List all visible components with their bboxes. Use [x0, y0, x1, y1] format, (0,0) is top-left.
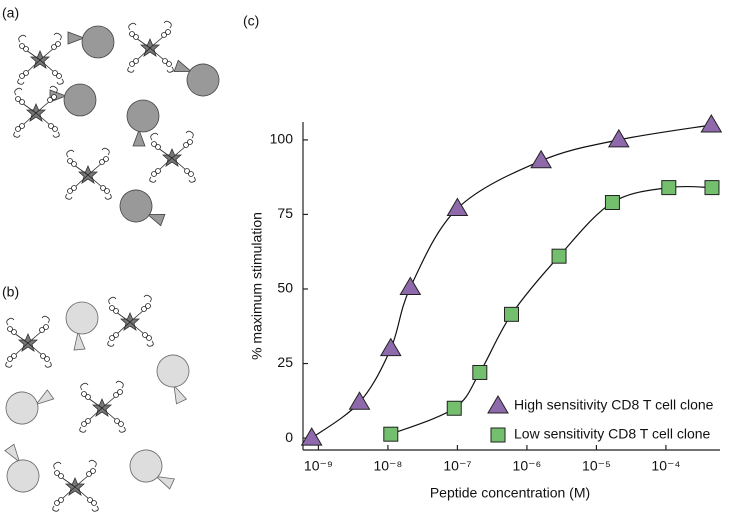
triangle-marker — [300, 427, 323, 446]
x-tick-label: 10⁻⁵ — [582, 458, 611, 474]
square-marker — [504, 306, 519, 322]
y-tick-label: 75 — [277, 205, 293, 221]
panel-label: (c) — [243, 13, 259, 29]
panel-label: (b) — [2, 284, 19, 300]
square-marker — [704, 180, 720, 196]
triangle-marker — [700, 113, 723, 133]
x-axis-label: Peptide concentration (M) — [430, 485, 590, 501]
square-marker — [472, 364, 488, 380]
legend-label: Low sensitivity CD8 T cell clone — [514, 426, 711, 442]
triangle-marker — [348, 391, 371, 410]
y-tick-label: 25 — [277, 354, 293, 370]
legend-marker — [487, 395, 509, 414]
illustration-b — [0, 294, 200, 512]
y-axis-label: % maximum stimulation — [249, 212, 265, 360]
square-marker — [383, 426, 399, 442]
x-tick-label: 10⁻⁸ — [373, 458, 402, 474]
fit-curve — [311, 124, 712, 439]
triangle-marker — [379, 337, 402, 357]
triangle-marker — [607, 128, 630, 148]
square-marker — [551, 248, 567, 264]
x-tick-label: 10⁻⁹ — [304, 458, 333, 474]
square-marker — [604, 195, 620, 211]
square-marker — [661, 180, 677, 196]
x-tick-label: 10⁻⁷ — [443, 458, 471, 474]
y-tick-label: 50 — [277, 280, 293, 296]
legend-marker — [490, 427, 506, 443]
illustration-a — [13, 20, 224, 232]
y-tick-label: 0 — [285, 429, 293, 445]
legend-label: High sensitivity CD8 T cell clone — [514, 397, 714, 413]
y-tick-label: 100 — [270, 131, 294, 147]
triangle-marker — [399, 276, 422, 295]
square-marker — [446, 400, 462, 416]
triangle-marker — [446, 197, 469, 216]
panel-label: (a) — [2, 5, 19, 21]
x-tick-label: 10⁻⁴ — [651, 458, 680, 474]
x-tick-label: 10⁻⁶ — [513, 458, 542, 474]
triangle-marker — [530, 149, 552, 169]
